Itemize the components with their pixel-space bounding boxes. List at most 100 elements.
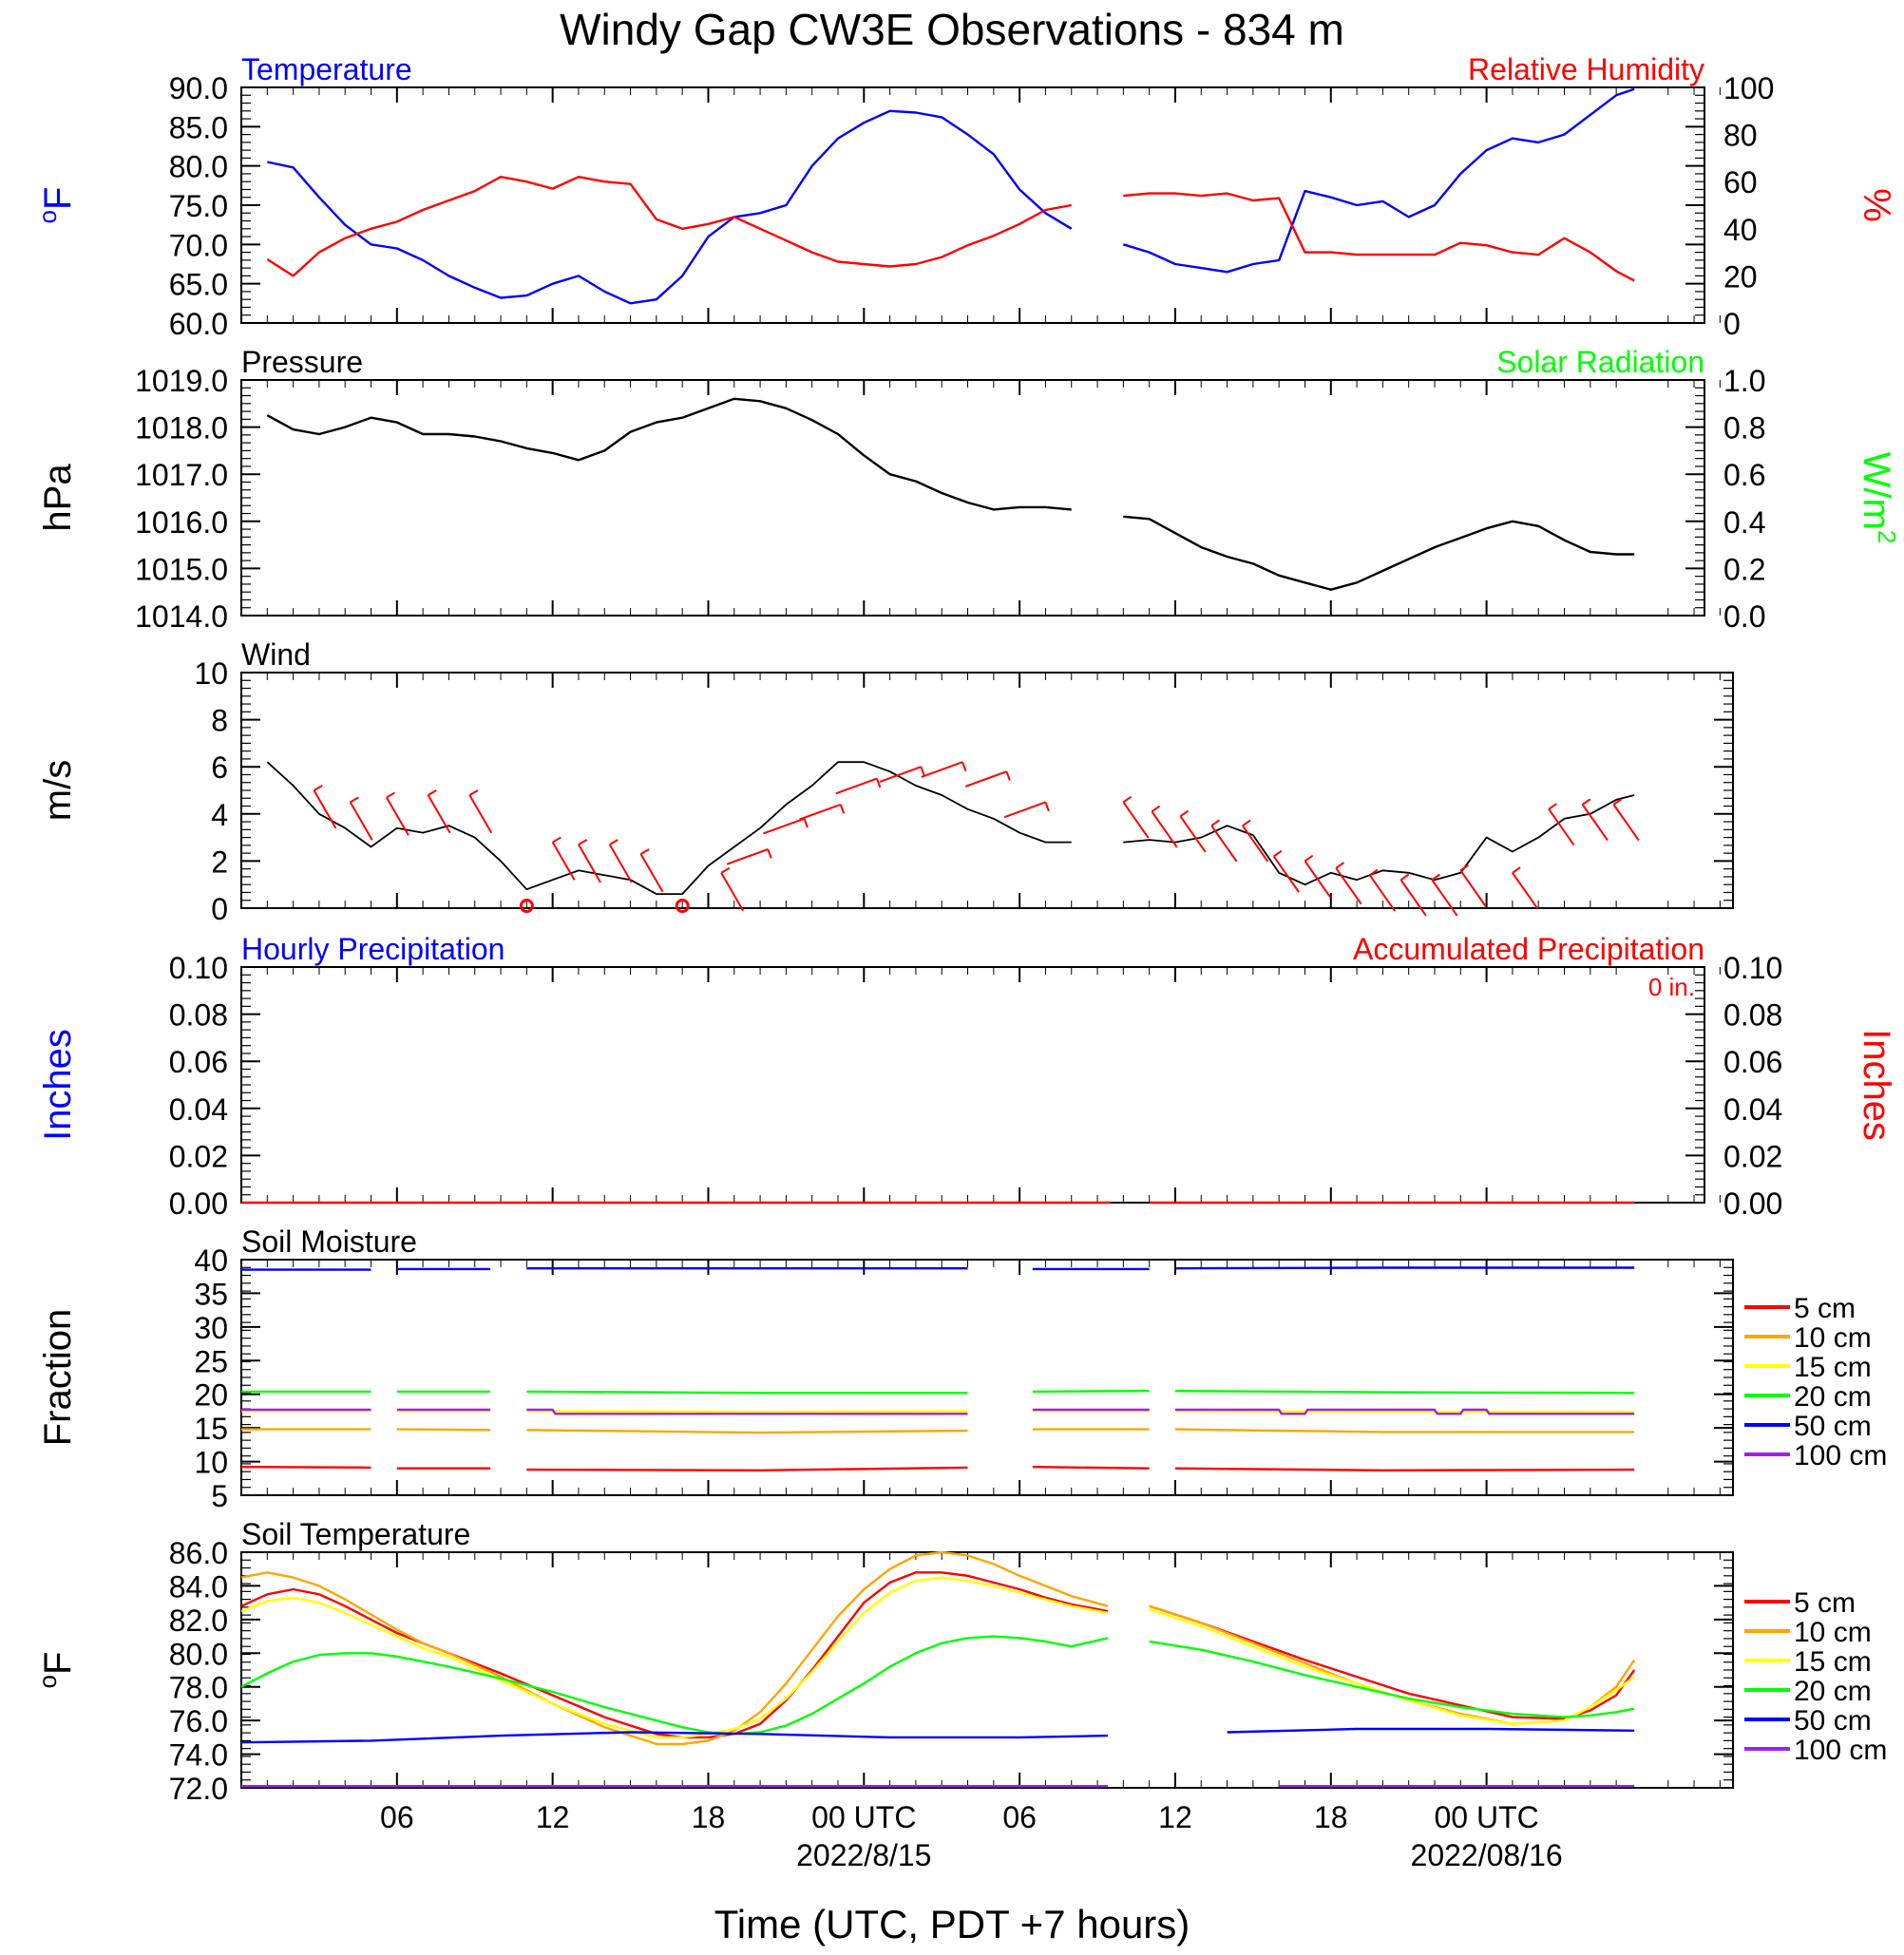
y-tick-label: 65.0 xyxy=(169,268,228,302)
y-axis-label-left: hPa xyxy=(37,464,79,532)
wind-barb-flag xyxy=(1304,854,1314,863)
wind-barb xyxy=(608,844,633,883)
y-tick-label: 0 xyxy=(211,892,228,926)
x-tick-label: 06 xyxy=(380,1800,414,1834)
wind-barb xyxy=(879,766,922,783)
panel-title-left: Soil Temperature xyxy=(241,1517,470,1551)
y-tick-label: 72.0 xyxy=(169,1772,228,1806)
y-tick-label: 85.0 xyxy=(169,110,228,144)
x-tick-label: 12 xyxy=(1158,1800,1192,1834)
y-axis-label-left: Fraction xyxy=(37,1309,79,1447)
wind-barb-flag xyxy=(920,766,925,776)
wind-barb xyxy=(1151,810,1178,848)
wind-barb xyxy=(427,794,451,834)
wind-barb xyxy=(1179,815,1207,853)
wind-barb xyxy=(726,848,769,865)
wind-barb-flag xyxy=(1431,873,1441,882)
y-tick-label: 80.0 xyxy=(169,1637,228,1671)
y-tick-label: 15 xyxy=(194,1412,228,1446)
wind-barb xyxy=(1335,867,1362,905)
x-tick-label: 18 xyxy=(692,1800,726,1834)
wind-barb-flag xyxy=(468,789,479,796)
wind-barb xyxy=(921,761,963,778)
wind-barb xyxy=(1003,801,1046,819)
wind-barb-flag xyxy=(639,848,650,855)
y-tick-label: 35 xyxy=(194,1277,228,1311)
y-tick-label: 0.06 xyxy=(169,1045,228,1079)
y-tick-label: 20 xyxy=(194,1378,228,1413)
wind-barb xyxy=(468,794,493,834)
y-axis-label-right: % xyxy=(1856,188,1897,222)
panel-1: 90.0 85.0 80.0 75.0 70.0 65.0 60.0 100 80 60 40 20 0… xyxy=(33,52,1897,341)
y-tick-label: 40 xyxy=(194,1243,228,1278)
wind-barb-flag xyxy=(1210,819,1220,827)
legend-label: 100 cm xyxy=(1794,1735,1887,1766)
legend-label: 10 cm xyxy=(1794,1617,1872,1648)
y-right-tick-label: 60 xyxy=(1723,165,1758,199)
legend-label: 50 cm xyxy=(1794,1705,1872,1737)
y-tick-label: 1015.0 xyxy=(135,552,228,586)
wind-barb xyxy=(1459,869,1487,907)
panel-title-left: Pressure xyxy=(241,345,363,379)
legend-label: 20 cm xyxy=(1794,1381,1872,1413)
legend-label: 5 cm xyxy=(1794,1293,1856,1324)
wind-barb-flag xyxy=(313,785,323,791)
wind-barb xyxy=(1368,874,1396,912)
date-label: 2022/08/16 xyxy=(1411,1838,1563,1872)
wind-barb-flag xyxy=(1512,866,1521,874)
y-axis-label-right: W/m2 xyxy=(1856,452,1901,544)
y-tick-label: 10 xyxy=(194,656,228,691)
series-line-wind-speed xyxy=(266,761,1635,895)
wind-barb-flag xyxy=(1242,819,1251,827)
x-tick-label: 00 UTC xyxy=(1434,1800,1538,1834)
wind-barb-flag xyxy=(1335,862,1345,869)
y-right-tick-label: 40 xyxy=(1723,213,1758,247)
wind-barb-flag xyxy=(552,836,562,844)
panel-2: 1019.0 1018.0 1017.0 1016.0 1015.0 1014.0 1.0 0… xyxy=(37,345,1901,634)
panel-title-left: Wind xyxy=(241,637,311,672)
y-right-tick-label: 1.0 xyxy=(1723,364,1765,398)
series-line-relative-humidity xyxy=(266,176,1635,282)
wind-barb-flag xyxy=(1044,802,1050,812)
series-line-20-cm xyxy=(241,1390,1635,1395)
page-title: Windy Gap CW3E Observations - 834 m xyxy=(560,5,1344,54)
wind-barb xyxy=(551,842,576,881)
y-tick-label: 78.0 xyxy=(169,1671,228,1705)
y-right-tick-label: 0.00 xyxy=(1723,1186,1782,1221)
series-line-50-cm xyxy=(240,1727,1635,1744)
wind-barb-flag xyxy=(962,761,967,771)
calm-marker xyxy=(519,899,534,914)
x-tick-label: 06 xyxy=(1002,1800,1037,1834)
wind-barb xyxy=(1122,801,1150,839)
wind-barb-flag xyxy=(1273,849,1283,858)
y-tick-label: 70.0 xyxy=(169,228,228,262)
panel-6: 86.084.082.080.078.076.074.072.0 Soil Tem… xyxy=(33,1517,1887,1806)
y-right-tick-label: 0.02 xyxy=(1723,1139,1782,1173)
series-line-5-cm xyxy=(240,1466,1635,1471)
wind-barb-flag xyxy=(578,839,588,845)
wind-barb-flag xyxy=(1179,809,1190,818)
series-line-pressure xyxy=(266,397,1635,591)
wind-barb-flag xyxy=(1122,795,1133,804)
wind-barb-flag xyxy=(1548,803,1557,810)
panel-3: 10 8 6 4 2 0 Wind m/s xyxy=(37,637,1734,926)
wind-barb-flag xyxy=(609,839,619,845)
y-tick-label: 10 xyxy=(194,1446,228,1480)
series-line-100-cm xyxy=(241,1408,1635,1415)
wind-barb-flag xyxy=(1612,798,1623,806)
panel-title-left: Temperature xyxy=(241,52,412,86)
panel-title-right: Accumulated Precipitation xyxy=(1353,932,1704,966)
y-tick-label: 2 xyxy=(211,845,228,879)
panel-title-left: Hourly Precipitation xyxy=(241,932,505,966)
series-line-temperature xyxy=(267,87,1635,305)
y-right-tick-label: 20 xyxy=(1723,259,1758,294)
y-tick-label: 0.08 xyxy=(169,998,228,1033)
y-right-tick-label: 0.2 xyxy=(1723,552,1765,586)
series-line-10-cm xyxy=(241,1428,1635,1434)
y-axis-label-left: oF xyxy=(33,1652,79,1689)
y-axis-label-right: Inches xyxy=(1856,1029,1897,1141)
y-tick-label: 30 xyxy=(194,1311,228,1345)
panel-frame xyxy=(240,86,1705,324)
y-right-tick-label: 80 xyxy=(1723,119,1758,153)
